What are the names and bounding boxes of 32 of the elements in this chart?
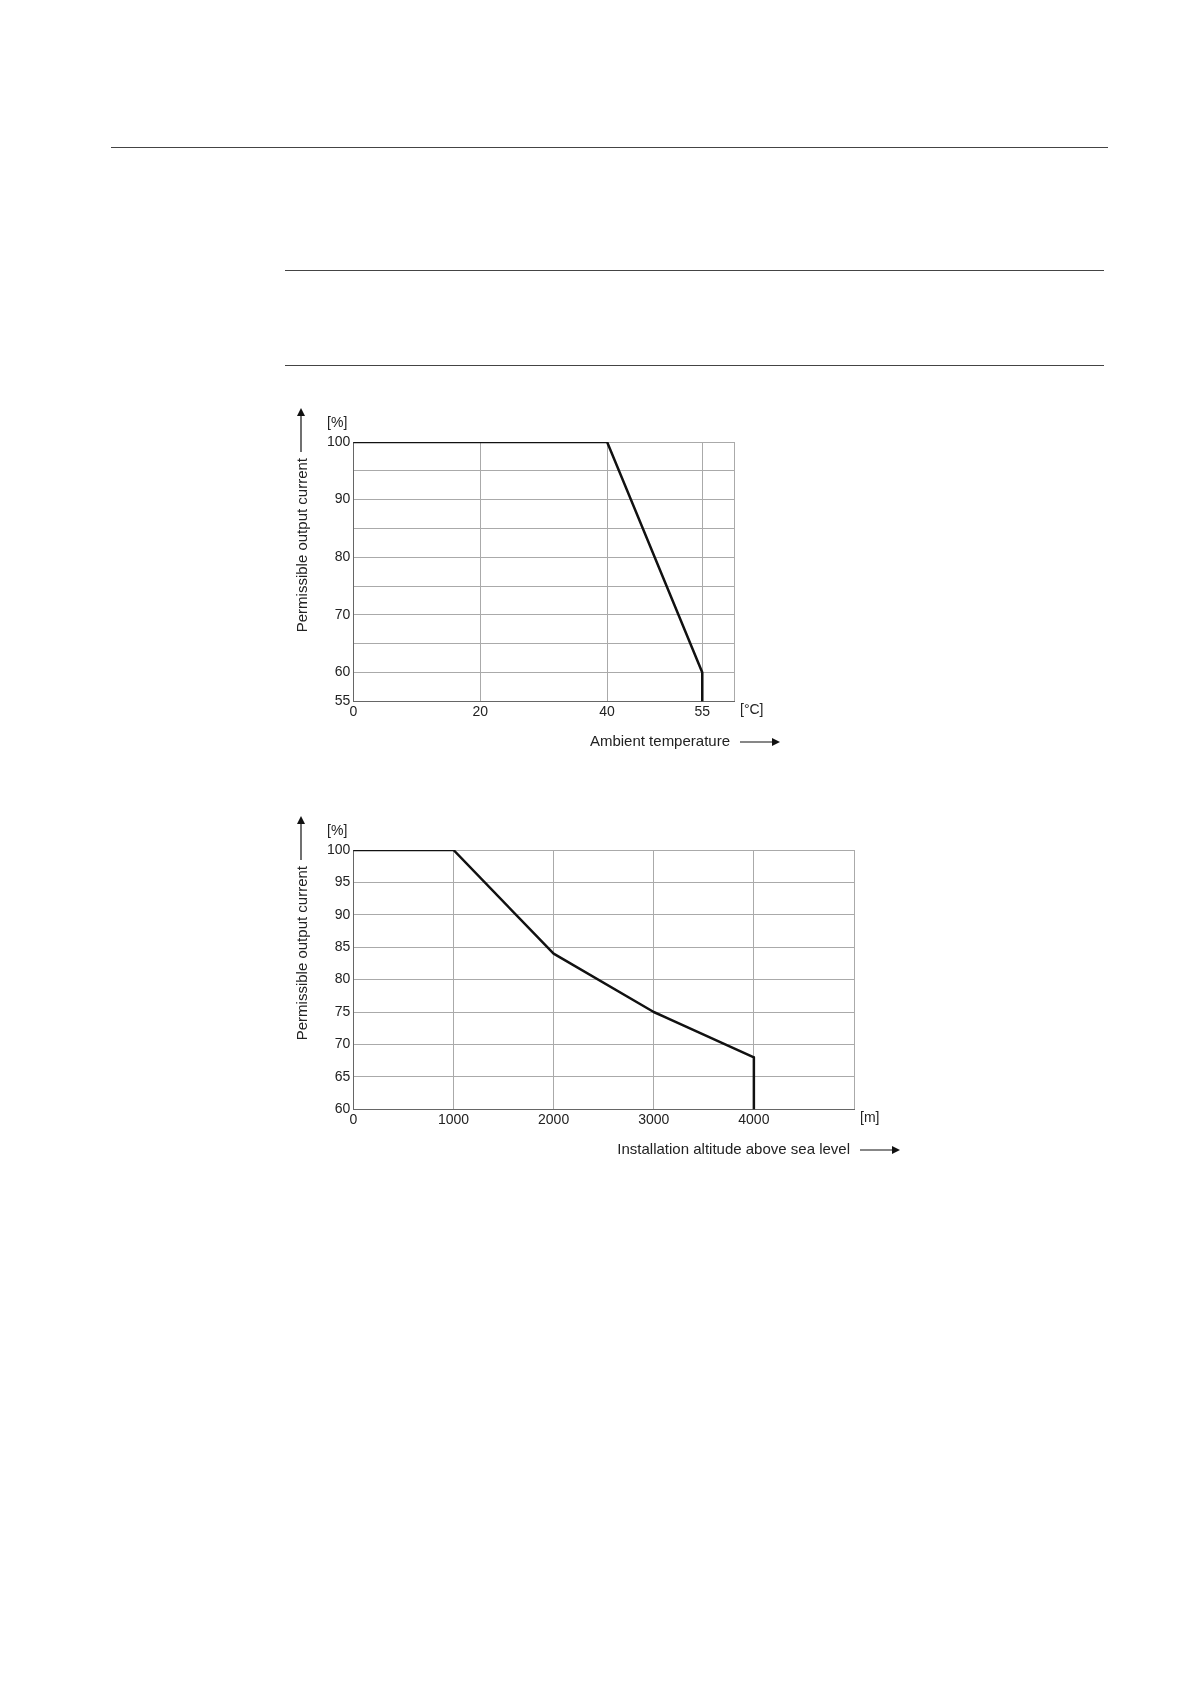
text: [%] [327,413,348,430]
x-tick-label: 1000 [437,1111,470,1128]
x-tick-label: 40 [599,703,616,720]
x-tick-label: 3000 [638,1111,670,1128]
x-tick-label: 2000 [538,1111,570,1128]
y-tick-label: 90 [334,905,351,922]
y-tick-label: 55 [334,692,351,709]
y-tick-label: 95 [334,873,351,890]
text: [%] [327,821,348,838]
y-tick-label: 80 [334,548,351,565]
y-axis-title: Permissible output current [292,458,310,633]
y-tick-label: 60 [334,663,351,680]
y-tick-label: 65 [334,1067,351,1084]
y-axis-title: Permissible output current [292,866,310,1041]
y-tick-label: 70 [334,1035,351,1052]
y-tick-label: 60 [334,1100,351,1117]
text: [m] [860,1109,880,1126]
x-tick-label: 0 [349,703,358,720]
y-tick-label: 100 [327,432,351,449]
text: [°C] [740,701,764,718]
x-axis-title: Ambient temperature [589,732,730,749]
x-tick-label: 4000 [738,1111,770,1128]
y-tick-label: 70 [334,605,351,622]
x-tick-label: 0 [349,1111,358,1128]
y-tick-label: 90 [334,490,351,507]
y-tick-label: 80 [334,970,351,987]
y-tick-label: 75 [334,1002,351,1019]
y-tick-label: 100 [327,840,351,857]
x-tick-label: 20 [472,703,489,720]
y-tick-label: 85 [334,938,351,955]
x-tick-label: 55 [694,703,711,720]
x-axis-title: Installation altitude above sea level [617,1140,850,1157]
